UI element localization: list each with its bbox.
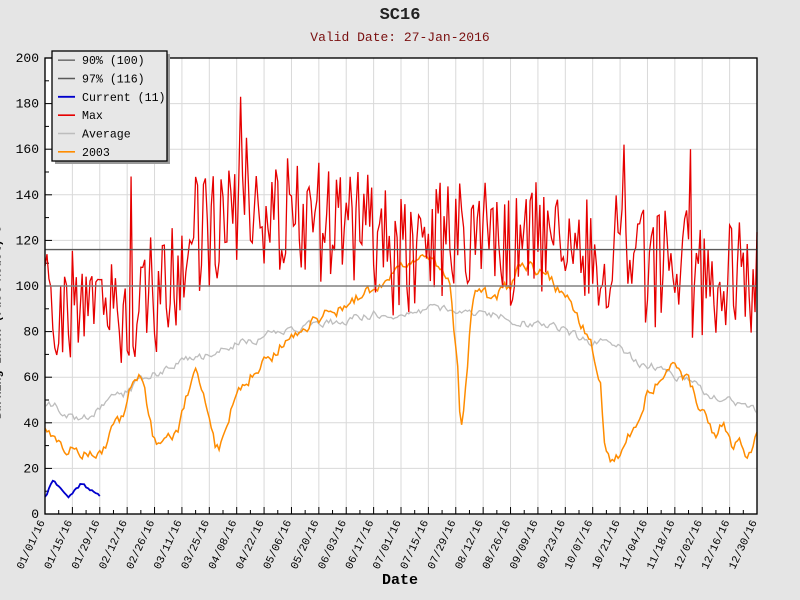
svg-text:140: 140 bbox=[16, 188, 39, 203]
svg-text:90% (100): 90% (100) bbox=[82, 55, 145, 68]
svg-text:2003: 2003 bbox=[82, 147, 110, 160]
svg-text:60: 60 bbox=[23, 370, 39, 385]
svg-text:Max: Max bbox=[82, 110, 103, 123]
svg-text:160: 160 bbox=[16, 142, 39, 157]
svg-text:12/30/16: 12/30/16 bbox=[727, 519, 760, 572]
svg-text:200: 200 bbox=[16, 51, 39, 66]
svg-text:100: 100 bbox=[16, 279, 39, 294]
svg-text:80: 80 bbox=[23, 325, 39, 340]
svg-text:20: 20 bbox=[23, 461, 39, 476]
svg-text:Current (11): Current (11) bbox=[82, 92, 166, 105]
svg-text:180: 180 bbox=[16, 97, 39, 112]
svg-text:Average: Average bbox=[82, 129, 131, 142]
svg-text:97% (116): 97% (116) bbox=[82, 74, 145, 87]
svg-text:120: 120 bbox=[16, 233, 39, 248]
svg-text:40: 40 bbox=[23, 416, 39, 431]
